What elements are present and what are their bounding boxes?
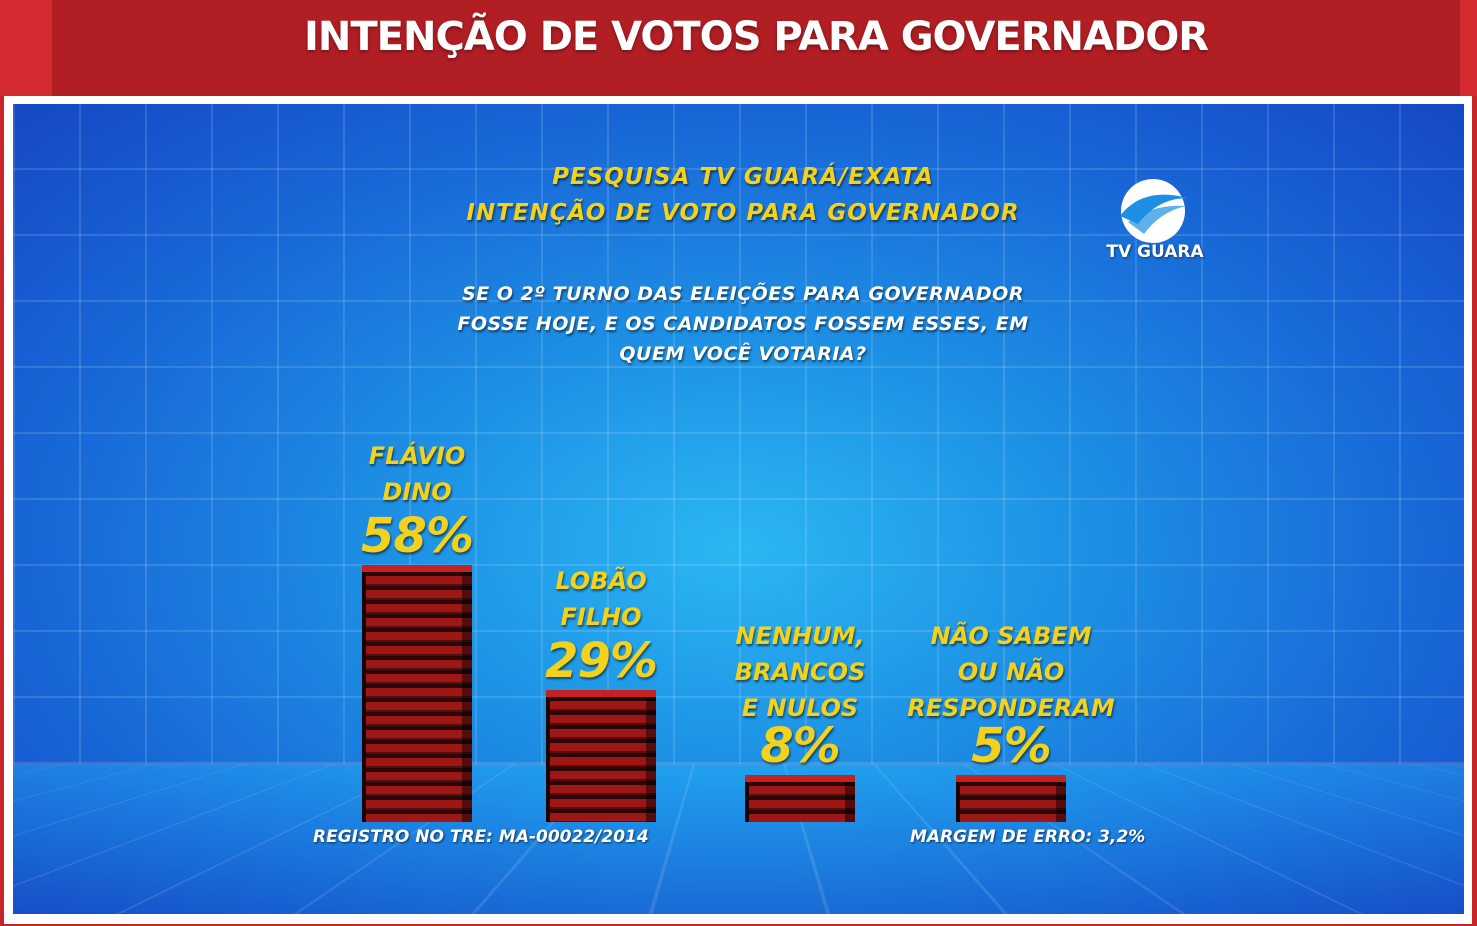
tv-guara-logo-icon: [1120, 179, 1188, 243]
survey-question: SE O 2º TURNO DAS ELEIÇÕES PARA GOVERNAD…: [457, 283, 1029, 365]
background-grid: [13, 104, 1464, 764]
bar-value-label-3: 5%: [971, 718, 1052, 774]
bar-1: [546, 697, 656, 822]
floor: [13, 764, 1464, 914]
bar-2: [745, 782, 855, 822]
chart-title: PESQUISA TV GUARÁ/EXATA: [552, 164, 934, 190]
bar-0: [362, 572, 472, 822]
bar-top-2: [745, 775, 855, 782]
registro-note: REGISTRO NO TRE: MA-00022/2014: [313, 827, 649, 847]
header-banner: INTENÇÃO DE VOTOS PARA GOVERNADOR: [0, 0, 1477, 96]
bar-category-label-2: NENHUM, BRANCOS E NULOS: [680, 618, 920, 726]
bar-category-label-line: NÃO SABEM: [930, 622, 1092, 650]
bar-category-label-line: LOBÃO: [555, 567, 647, 595]
bar-category-label-line: E NULOS: [741, 694, 859, 722]
bar-top-1: [546, 690, 656, 697]
bar-top-3: [956, 775, 1066, 782]
bar-category-label-line: DINO: [382, 478, 452, 506]
bar-category-label-line: OU NÃO: [957, 658, 1065, 686]
chart-subtitle: INTENÇÃO DE VOTO PARA GOVERNADOR: [466, 200, 1020, 226]
bar-category-label-line: NENHUM,: [735, 622, 865, 650]
bar-top-0: [362, 565, 472, 572]
bar-category-label-0: FLÁVIO DINO: [297, 438, 537, 510]
bar-value-label-1: 29%: [545, 633, 658, 689]
bar-3: [956, 782, 1066, 822]
bar-category-label-1: LOBÃO FILHO: [481, 563, 721, 635]
logo-text: TV GUARA: [1106, 242, 1204, 262]
chart-panel: PESQUISA TV GUARÁ/EXATA INTENÇÃO DE VOTO…: [13, 104, 1464, 914]
margem-note: MARGEM DE ERRO: 3,2%: [910, 827, 1146, 847]
bar-category-label-line: FILHO: [560, 603, 642, 631]
bar-value-label-2: 8%: [760, 718, 841, 774]
bar-category-label-line: BRANCOS: [734, 658, 866, 686]
bar-value-label-0: 58%: [361, 508, 474, 564]
header-title: INTENÇÃO DE VOTOS PARA GOVERNADOR: [304, 14, 1209, 60]
bar-category-label-line: RESPONDERAM: [907, 694, 1115, 722]
bar-category-label-line: FLÁVIO: [368, 442, 466, 470]
bar-category-label-3: NÃO SABEM OU NÃO RESPONDERAM: [891, 618, 1131, 726]
